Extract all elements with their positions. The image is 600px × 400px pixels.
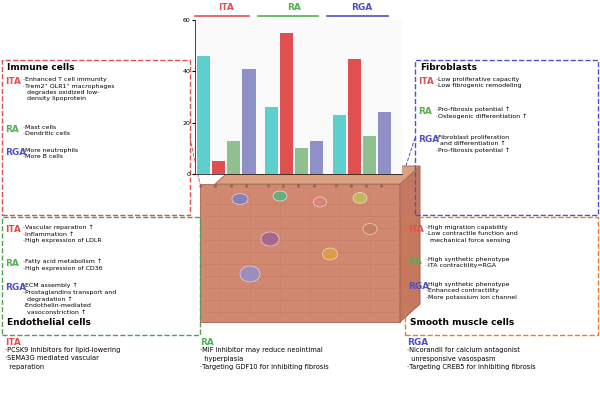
Text: ·Fatty acid metabolism ↑
·High expression of CD36: ·Fatty acid metabolism ↑ ·High expressio… [23, 259, 103, 271]
Text: RGA: RGA [418, 135, 439, 144]
Text: RA: RA [418, 107, 432, 116]
Bar [333, 115, 346, 174]
Bar [242, 69, 256, 174]
Text: ITA: ITA [5, 338, 21, 347]
Text: ·Vascular reparation ↑
·Inflammation ↑
·High expression of LDLR: ·Vascular reparation ↑ ·Inflammation ↑ ·… [23, 225, 101, 243]
Ellipse shape [240, 266, 260, 282]
Bar [378, 112, 391, 174]
Text: ITA: ITA [5, 77, 21, 86]
Ellipse shape [314, 197, 326, 207]
Bar [227, 141, 241, 174]
Text: RA: RA [287, 3, 301, 12]
Bar [348, 58, 361, 174]
Text: ·High synthetic phenotype
·Enhanced contractility
·More potassium ion channel: ·High synthetic phenotype ·Enhanced cont… [426, 282, 517, 300]
Text: ·More neutrophils
·More B cells: ·More neutrophils ·More B cells [23, 148, 78, 159]
Ellipse shape [353, 192, 367, 204]
Bar [265, 107, 278, 174]
Bar [2, 217, 200, 335]
Bar [197, 56, 210, 174]
Bar [212, 161, 226, 174]
Text: ·High synthetic phenotype
·ITA contractility=RGA: ·High synthetic phenotype ·ITA contracti… [426, 257, 509, 268]
Text: RGA: RGA [408, 282, 429, 291]
Text: RGA: RGA [407, 338, 428, 347]
Text: t3: t3 [229, 183, 235, 189]
Text: t3: t3 [365, 183, 371, 189]
Text: t2: t2 [350, 183, 356, 189]
Text: ·Enhanced T cell immunity
·Trem2⁺ OLR1⁺ macrophages
  degrades oxidized low-
  d: ·Enhanced T cell immunity ·Trem2⁺ OLR1⁺ … [23, 77, 115, 102]
Bar [310, 141, 323, 174]
Text: Endothelial cells: Endothelial cells [7, 318, 91, 327]
Polygon shape [400, 166, 420, 322]
Text: ·MIF inhibitor may reduce neointimal
  hyperplasia
·Targeting GDF10 for inhibiti: ·MIF inhibitor may reduce neointimal hyp… [200, 347, 329, 370]
Text: ·ECM assembly ↑
·Prostaglandins transport and
  degradation ↑
·Endothelin-mediat: ·ECM assembly ↑ ·Prostaglandins transpor… [23, 283, 116, 314]
Text: Fibroblasts: Fibroblasts [420, 63, 477, 72]
Text: RA: RA [200, 338, 214, 347]
Text: Immune cells: Immune cells [7, 63, 74, 72]
Bar [363, 136, 376, 174]
Text: ·High migration capability
·Low contractile function and
  mechanical force sens: ·High migration capability ·Low contract… [426, 225, 518, 243]
Text: ITA: ITA [418, 77, 434, 86]
Text: t3: t3 [297, 183, 303, 189]
Text: ·Nicorandil for calcium antagonist
  unresponsive vasospasm
·Targeting CREB5 for: ·Nicorandil for calcium antagonist unres… [407, 347, 536, 370]
Text: t1: t1 [267, 183, 273, 189]
Text: t4: t4 [313, 183, 319, 189]
Text: RA: RA [5, 125, 19, 134]
Text: t2: t2 [214, 183, 220, 189]
Text: ·PCSK9 inhibitors for lipid-lowering
·SEMA3G mediated vascular
  reparation: ·PCSK9 inhibitors for lipid-lowering ·SE… [5, 347, 121, 370]
Ellipse shape [363, 224, 377, 234]
Text: ITA: ITA [408, 225, 424, 234]
Text: RGA: RGA [5, 148, 26, 157]
Polygon shape [215, 166, 420, 184]
Text: ·Fibroblast proliferation
  and differentiation ↑
·Pro-fibrosis potential ↑: ·Fibroblast proliferation and differenti… [436, 135, 510, 153]
Text: ·Mast cells
·Dendritic cells: ·Mast cells ·Dendritic cells [23, 125, 70, 136]
Text: t1: t1 [335, 183, 341, 189]
Text: ITA: ITA [218, 3, 234, 12]
Ellipse shape [261, 232, 279, 246]
Text: t4: t4 [244, 183, 250, 189]
Text: t2: t2 [282, 183, 288, 189]
Bar [295, 148, 308, 174]
Text: ·Low proliferative capacity
·Low fibrogenic remodeling: ·Low proliferative capacity ·Low fibroge… [436, 77, 521, 88]
Ellipse shape [232, 194, 248, 204]
Bar [405, 217, 598, 335]
Bar [2, 60, 190, 215]
Bar [415, 60, 598, 215]
Text: ITA: ITA [5, 225, 21, 234]
Text: RGA: RGA [352, 3, 373, 12]
Text: t4: t4 [380, 183, 386, 189]
Text: RGA: RGA [5, 283, 26, 292]
Text: RA: RA [408, 257, 422, 266]
Polygon shape [200, 184, 400, 322]
Bar [280, 33, 293, 174]
Text: t1: t1 [199, 183, 205, 189]
Text: Smooth muscle cells: Smooth muscle cells [410, 318, 514, 327]
Text: RA: RA [5, 259, 19, 268]
Ellipse shape [323, 248, 337, 260]
Ellipse shape [273, 191, 287, 201]
Text: ·Pro-fibrosis potential ↑
·Osteogenic differentiation ↑: ·Pro-fibrosis potential ↑ ·Osteogenic di… [436, 107, 527, 119]
